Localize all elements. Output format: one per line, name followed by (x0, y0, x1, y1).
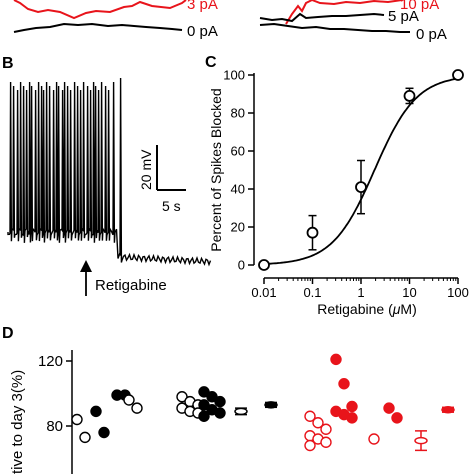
panel-c-xtick-label: 0.1 (303, 285, 321, 300)
panel-d-data-point (206, 391, 218, 403)
panel-d-mean-marker (441, 406, 455, 414)
panel-a-trace-0pa-right (259, 22, 410, 33)
panel-d-data-point (391, 412, 403, 424)
panel-b-letter: B (2, 55, 14, 72)
panel-b-scale-bar: 20 mV 5 s (138, 145, 186, 214)
panel-a-right-traces (259, 0, 410, 33)
panel-d-data-point (176, 391, 188, 403)
panel-c-xtick-label: 0.01 (251, 285, 276, 300)
panel-c-ytick-label: 100 (223, 68, 245, 83)
panel-b-voltage-trace (7, 77, 212, 267)
panel-a: 3 pA 0 pA 10 pA 5 pA 0 pA (13, 0, 447, 43)
panel-c-letter: C (205, 54, 217, 71)
panel-c-ytick-label: 40 (231, 182, 245, 197)
panel-c-xlabel-unit: μ (392, 301, 401, 317)
panel-d-data-point (198, 386, 210, 398)
panel-c-xlabel-suffix: M) (400, 301, 416, 317)
panel-c-data-point (258, 259, 270, 271)
panel-c-points (258, 69, 464, 271)
panel-b-retigabine-arrow: Retigabine (80, 260, 167, 296)
panel-c-axes: 0 20 40 60 80 100 0.01 0.1 1 10 100 (223, 68, 469, 301)
panel-a-label-5pa: 5 pA (388, 8, 419, 25)
panel-d-data-point (90, 405, 102, 418)
panel-a-label-0pa-right: 0 pA (416, 26, 447, 43)
panel-d-data-point (214, 395, 226, 408)
panel-d-ylabel: tive to day 3(%) (9, 370, 26, 474)
panel-d-data-point (79, 431, 91, 444)
panel-d-data-point (368, 433, 380, 445)
panel-d-data-point (98, 426, 110, 439)
panel-d-mean-marker (234, 407, 248, 416)
panel-d-data-point (346, 400, 358, 413)
panel-d-ytick-label-80: 80 (46, 418, 63, 435)
panel-a-trace-10pa (285, 0, 403, 25)
panel-d-data-point (198, 399, 210, 411)
panel-a-trace-3pa (13, 0, 187, 20)
panel-d-data-point (330, 353, 342, 366)
panel-c-ytick-label: 80 (231, 106, 245, 121)
panel-d-data-point (320, 436, 332, 448)
panel-d-data-point (346, 412, 358, 424)
panel-d-data-point (71, 413, 83, 426)
panel-a-trace-5pa (259, 12, 385, 23)
panel-d-data-point (123, 394, 135, 406)
panel-a-label-10pa: 10 pA (400, 0, 439, 13)
panel-b: B 20 mV 5 s Retigabine (2, 55, 212, 296)
panel-c-xlabel-prefix: Retigabine ( (317, 301, 393, 317)
panel-d-data-point (198, 410, 210, 422)
panel-d-data-point (304, 439, 316, 452)
panel-d-letter: D (2, 325, 14, 342)
panel-a-trace-0pa (13, 22, 183, 33)
panel-b-scale-time-label: 5 s (162, 198, 181, 214)
panel-c: C Percent of Spikes Blocked Retigabine (… (205, 54, 469, 317)
panel-a-label-0pa: 0 pA (187, 23, 218, 40)
panel-c-ytick-label: 20 (231, 220, 245, 235)
panel-d-data-point (304, 410, 316, 422)
panel-c-data-point (403, 90, 416, 102)
panel-d-mean-marker (414, 436, 428, 445)
panel-d-data-point (214, 407, 226, 419)
panel-c-data-point (306, 226, 319, 239)
panel-d-ytick-label-120: 120 (38, 353, 63, 370)
panel-d-data-point (312, 417, 324, 429)
panel-a-label-3pa: 3 pA (187, 0, 218, 13)
panel-d-data-point (383, 402, 395, 414)
panel-c-xlabel: Retigabine (μM) (317, 301, 417, 317)
panel-c-data-point (355, 181, 367, 194)
panel-c-xtick-label: 10 (402, 285, 416, 300)
panel-c-ytick-label: 0 (238, 258, 245, 273)
panel-c-data-point (452, 69, 464, 81)
panel-c-ytick-label: 60 (231, 144, 245, 159)
panel-c-xtick-label: 1 (357, 285, 364, 300)
panel-d-data-point (131, 402, 143, 414)
panel-b-arrow-label: Retigabine (95, 277, 167, 294)
panel-a-left-traces (13, 0, 187, 33)
panel-c-xtick-label: 100 (447, 285, 469, 300)
panel-c-ylabel: Percent of Spikes Blocked (208, 88, 224, 251)
panel-b-scale-voltage-label: 20 mV (138, 149, 154, 190)
panel-d-points (71, 353, 455, 452)
panel-d-data-point (320, 423, 332, 435)
panel-d-mean-marker (264, 401, 278, 409)
panel-d-data-point (338, 378, 350, 390)
panel-d: D tive to day 3(%) 120 80 (2, 325, 455, 474)
panel-b-arrow-head (80, 260, 92, 272)
